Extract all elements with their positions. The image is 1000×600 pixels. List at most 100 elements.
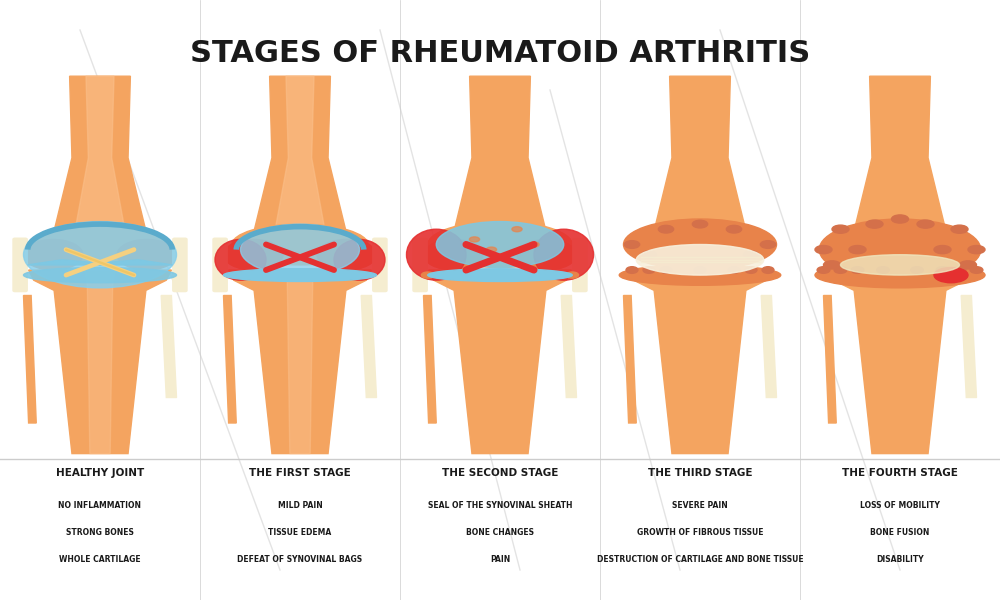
Ellipse shape xyxy=(24,268,176,283)
Polygon shape xyxy=(561,295,576,397)
Ellipse shape xyxy=(762,266,774,274)
Text: BONE FUSION: BONE FUSION xyxy=(870,528,930,537)
Polygon shape xyxy=(453,76,547,245)
Ellipse shape xyxy=(24,239,83,270)
Ellipse shape xyxy=(660,266,672,274)
Ellipse shape xyxy=(917,220,934,228)
Ellipse shape xyxy=(911,266,923,274)
Ellipse shape xyxy=(334,239,385,280)
Ellipse shape xyxy=(486,247,497,252)
Text: DISABILITY: DISABILITY xyxy=(876,555,924,564)
Ellipse shape xyxy=(641,251,657,259)
Ellipse shape xyxy=(24,221,176,288)
Polygon shape xyxy=(829,270,971,454)
Ellipse shape xyxy=(224,269,376,281)
Ellipse shape xyxy=(406,229,466,280)
Ellipse shape xyxy=(892,215,908,223)
Ellipse shape xyxy=(968,245,985,254)
Ellipse shape xyxy=(512,227,522,232)
Polygon shape xyxy=(761,295,776,397)
Polygon shape xyxy=(53,76,147,245)
FancyBboxPatch shape xyxy=(213,238,227,292)
Text: THE FOURTH STAGE: THE FOURTH STAGE xyxy=(842,468,958,478)
Ellipse shape xyxy=(951,225,968,233)
Text: DESTRUCTION OF CARTILAGE AND BONE TISSUE: DESTRUCTION OF CARTILAGE AND BONE TISSUE xyxy=(597,555,803,564)
Ellipse shape xyxy=(934,268,968,283)
FancyBboxPatch shape xyxy=(373,238,387,292)
Ellipse shape xyxy=(436,221,564,268)
Polygon shape xyxy=(824,295,836,423)
Ellipse shape xyxy=(960,261,976,269)
Polygon shape xyxy=(853,76,947,245)
Ellipse shape xyxy=(694,266,706,274)
Ellipse shape xyxy=(626,266,638,274)
Text: DEFEAT OF SYNOVINAL BAGS: DEFEAT OF SYNOVINAL BAGS xyxy=(237,555,363,564)
Ellipse shape xyxy=(824,261,841,269)
Ellipse shape xyxy=(953,266,966,274)
Text: STAGES OF RHEUMATOID ARTHRITIS: STAGES OF RHEUMATOID ARTHRITIS xyxy=(190,39,810,68)
Polygon shape xyxy=(29,270,171,454)
Ellipse shape xyxy=(619,265,781,285)
Polygon shape xyxy=(274,76,326,245)
Text: THE SECOND STAGE: THE SECOND STAGE xyxy=(442,468,558,478)
Polygon shape xyxy=(429,270,571,454)
Ellipse shape xyxy=(428,269,572,281)
Ellipse shape xyxy=(529,242,539,247)
Ellipse shape xyxy=(877,266,889,274)
Text: SEVERE PAIN: SEVERE PAIN xyxy=(672,501,728,510)
Ellipse shape xyxy=(834,266,847,274)
Ellipse shape xyxy=(934,245,951,254)
Ellipse shape xyxy=(643,266,655,274)
Ellipse shape xyxy=(815,245,832,254)
Ellipse shape xyxy=(434,272,447,278)
Ellipse shape xyxy=(223,239,283,270)
FancyBboxPatch shape xyxy=(573,238,587,292)
Ellipse shape xyxy=(866,220,883,228)
Ellipse shape xyxy=(970,266,983,274)
Polygon shape xyxy=(424,295,436,423)
Ellipse shape xyxy=(743,251,759,259)
Ellipse shape xyxy=(849,245,866,254)
Ellipse shape xyxy=(117,239,176,270)
Text: LOSS OF MOBILITY: LOSS OF MOBILITY xyxy=(860,501,940,510)
Ellipse shape xyxy=(32,224,168,265)
Ellipse shape xyxy=(624,219,776,270)
Polygon shape xyxy=(624,295,636,423)
Ellipse shape xyxy=(745,266,757,274)
Text: SEAL OF THE SYNOVINAL SHEATH: SEAL OF THE SYNOVINAL SHEATH xyxy=(428,501,572,510)
Polygon shape xyxy=(285,270,315,454)
Ellipse shape xyxy=(421,272,434,278)
Ellipse shape xyxy=(658,226,674,233)
Ellipse shape xyxy=(728,266,740,274)
Polygon shape xyxy=(74,76,126,245)
Polygon shape xyxy=(361,295,376,397)
Polygon shape xyxy=(24,295,36,423)
Ellipse shape xyxy=(832,225,849,233)
Ellipse shape xyxy=(215,239,266,280)
Ellipse shape xyxy=(936,266,949,274)
Ellipse shape xyxy=(428,221,572,268)
Ellipse shape xyxy=(624,241,640,248)
Text: WHOLE CARTILAGE: WHOLE CARTILAGE xyxy=(59,555,141,564)
Text: THE FIRST STAGE: THE FIRST STAGE xyxy=(249,468,351,478)
Polygon shape xyxy=(223,295,236,423)
Polygon shape xyxy=(85,270,115,454)
FancyBboxPatch shape xyxy=(173,238,187,292)
Text: THE THIRD STAGE: THE THIRD STAGE xyxy=(648,468,752,478)
Ellipse shape xyxy=(534,229,594,280)
Ellipse shape xyxy=(840,254,960,275)
Text: TISSUE EDEMA: TISSUE EDEMA xyxy=(268,528,332,537)
Ellipse shape xyxy=(819,219,981,280)
Ellipse shape xyxy=(469,237,480,242)
FancyBboxPatch shape xyxy=(413,238,427,292)
Ellipse shape xyxy=(424,239,483,270)
Ellipse shape xyxy=(817,266,830,274)
Text: BONE CHANGES: BONE CHANGES xyxy=(466,528,534,537)
Ellipse shape xyxy=(692,220,708,228)
Ellipse shape xyxy=(636,244,764,275)
Ellipse shape xyxy=(517,239,576,270)
Ellipse shape xyxy=(566,272,579,278)
Text: NO INFLAMMATION: NO INFLAMMATION xyxy=(58,501,142,510)
Polygon shape xyxy=(161,295,176,397)
Ellipse shape xyxy=(760,241,776,248)
